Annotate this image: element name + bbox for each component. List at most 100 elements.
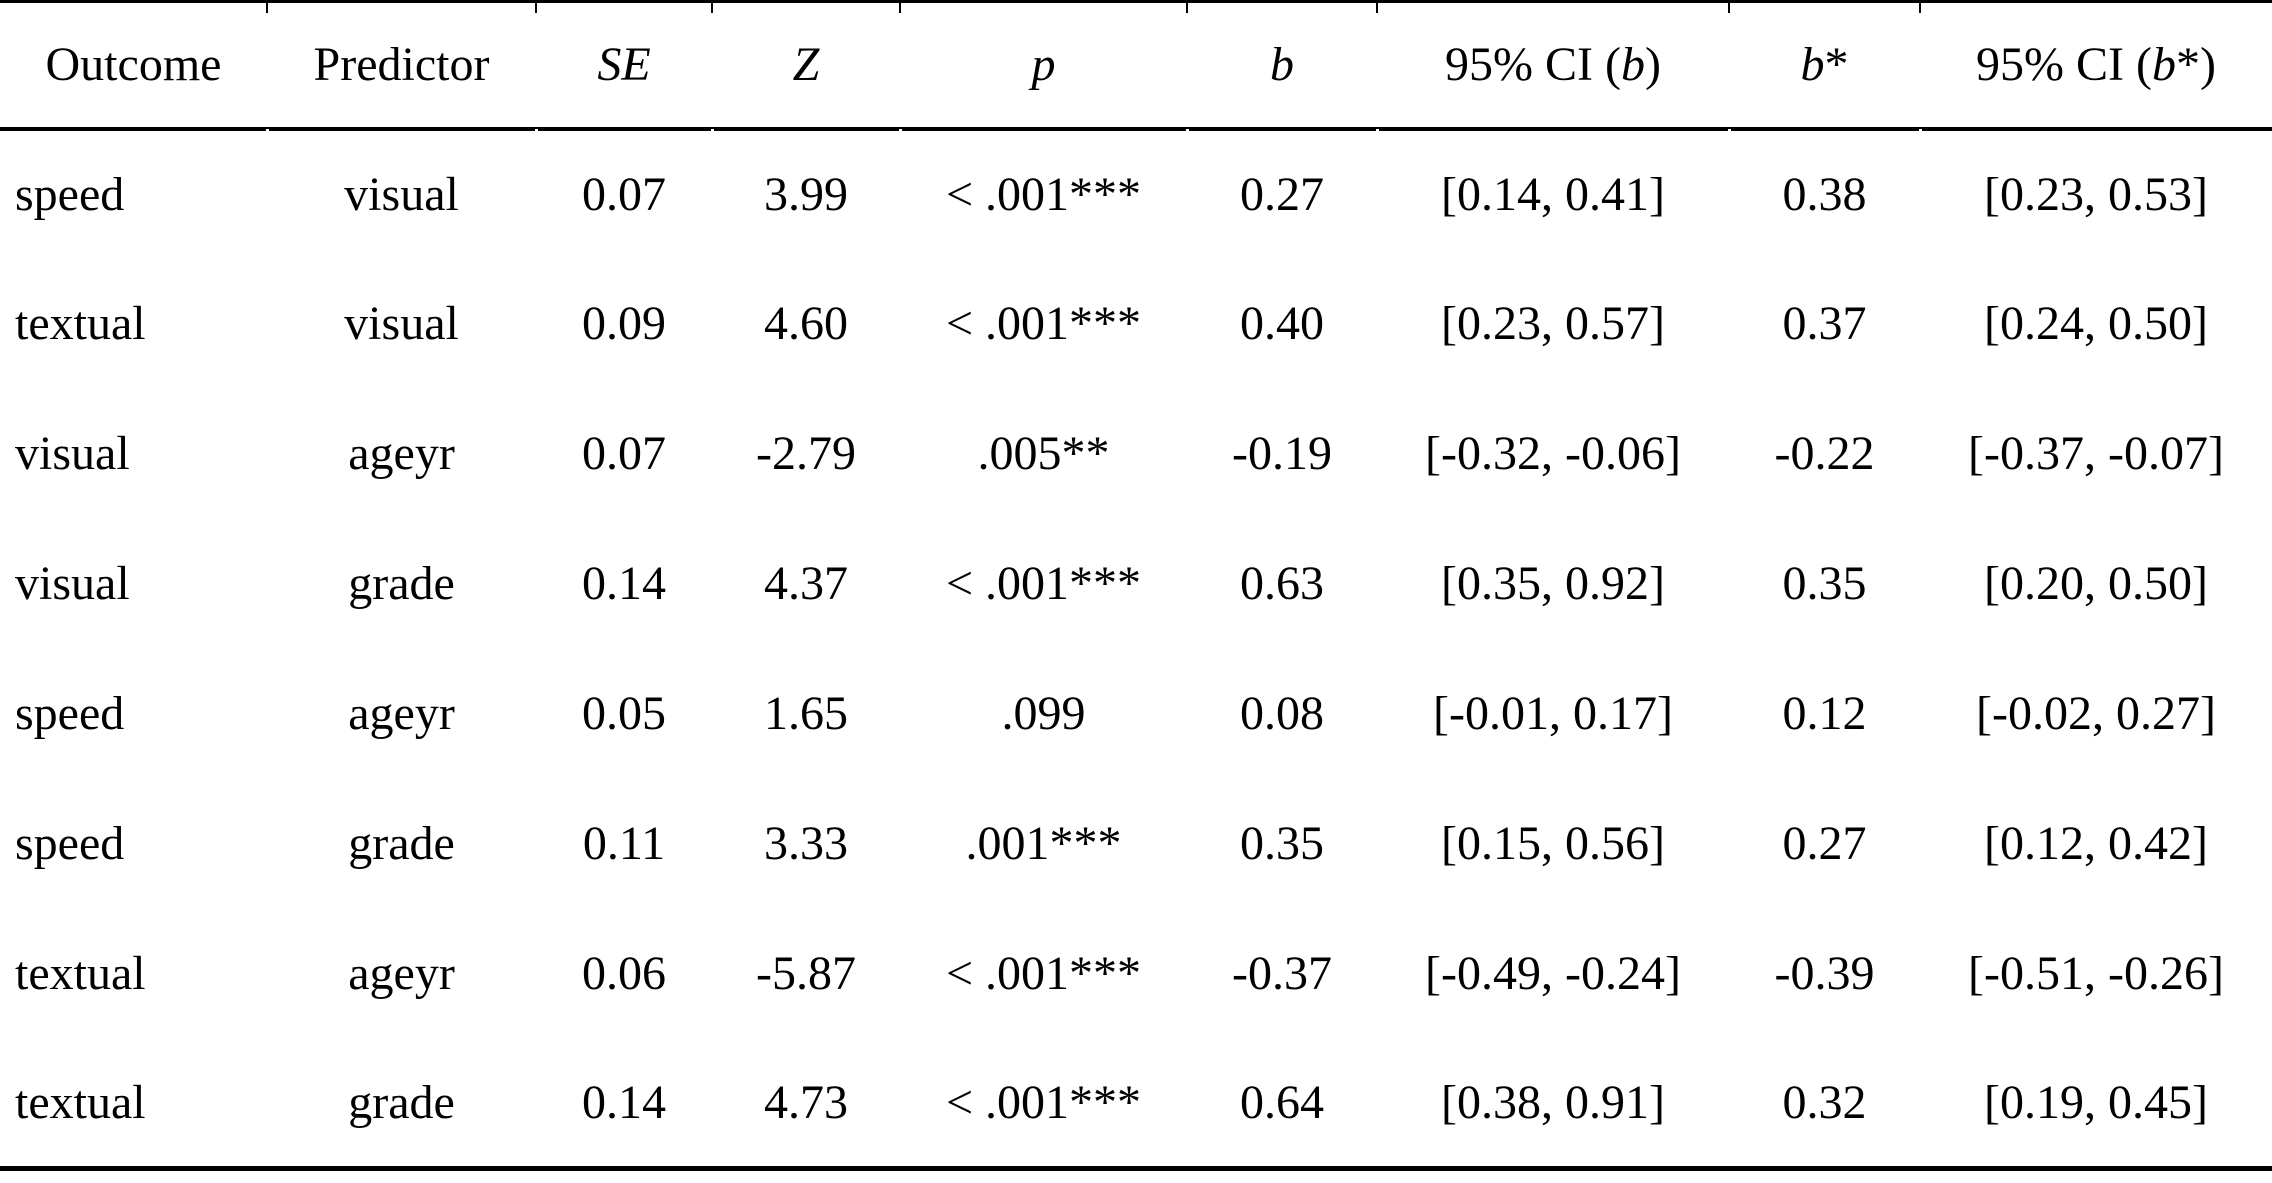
cell-outcome: speed bbox=[15, 168, 125, 221]
rule-notch bbox=[1919, 1172, 1922, 1180]
cell-b: -0.37 bbox=[1232, 947, 1332, 1000]
cell-z: 3.99 bbox=[764, 168, 848, 221]
rule-notch bbox=[1728, 1172, 1731, 1180]
cell-b-star: 0.27 bbox=[1782, 817, 1867, 870]
rule-notch bbox=[1186, 129, 1189, 136]
cell-p: < .001*** bbox=[945, 1075, 1142, 1129]
cell-outcome: visual bbox=[15, 427, 130, 480]
cell-b-star: 0.38 bbox=[1782, 168, 1867, 221]
rule-notch bbox=[1376, 129, 1379, 136]
cell-p: < .001*** bbox=[945, 947, 1142, 1000]
header-outcome: Outcome bbox=[45, 38, 222, 92]
rule-notch bbox=[1376, 1172, 1379, 1180]
cell-p: .005** bbox=[977, 427, 1110, 480]
cell-outcome: speed bbox=[15, 817, 125, 870]
cell-ci-b-star: [-0.51, -0.26] bbox=[1968, 947, 2224, 1000]
header-row: Outcome Predictor SE Z p b 95% CI (b) b*… bbox=[0, 2, 2272, 129]
cell-z: 4.37 bbox=[764, 557, 848, 610]
table-row: visual ageyr 0.07 -2.79 .005** -0.19 [-0… bbox=[0, 389, 2272, 519]
cell-b-star: 0.32 bbox=[1782, 1075, 1867, 1129]
rule-notch bbox=[899, 1172, 902, 1180]
column-divider-tick bbox=[899, 0, 901, 13]
cell-b: 0.40 bbox=[1240, 297, 1324, 350]
cell-ci-b-star: [0.19, 0.45] bbox=[1984, 1075, 2208, 1129]
rule-notch bbox=[535, 1172, 538, 1180]
cell-outcome: textual bbox=[15, 297, 146, 350]
column-divider-tick bbox=[266, 0, 268, 13]
cell-z: -2.79 bbox=[756, 427, 856, 480]
rule-notch bbox=[266, 129, 269, 136]
cell-ci-b: [0.15, 0.56] bbox=[1441, 817, 1665, 870]
cell-ci-b-star: [-0.37, -0.07] bbox=[1968, 427, 2224, 480]
cell-predictor: visual bbox=[344, 168, 459, 221]
rule-notch bbox=[711, 129, 714, 136]
cell-outcome: visual bbox=[15, 557, 130, 610]
cell-se: 0.06 bbox=[582, 947, 666, 1000]
cell-b: 0.27 bbox=[1240, 168, 1324, 221]
cell-z: -5.87 bbox=[756, 947, 856, 1000]
column-divider-tick bbox=[1186, 0, 1188, 13]
cell-ci-b: [-0.01, 0.17] bbox=[1433, 687, 1673, 740]
cell-ci-b-star: [-0.02, 0.27] bbox=[1976, 687, 2216, 740]
cell-ci-b: [-0.49, -0.24] bbox=[1425, 947, 1681, 1000]
cell-predictor: ageyr bbox=[348, 427, 455, 480]
header-se: SE bbox=[597, 38, 651, 92]
column-divider-tick bbox=[1376, 0, 1378, 13]
cell-z: 4.73 bbox=[764, 1075, 848, 1129]
header-ci-b-star: 95% CI (b*) bbox=[1976, 38, 2216, 92]
rule-notch bbox=[711, 1172, 714, 1180]
cell-se: 0.09 bbox=[582, 297, 666, 350]
cell-se: 0.14 bbox=[582, 1075, 666, 1129]
cell-z: 4.60 bbox=[764, 297, 848, 350]
cell-b-star: 0.37 bbox=[1782, 297, 1867, 350]
cell-b: 0.63 bbox=[1240, 557, 1324, 610]
cell-b-star: -0.22 bbox=[1774, 427, 1875, 480]
cell-ci-b-star: [0.23, 0.53] bbox=[1984, 168, 2208, 221]
cell-p: < .001*** bbox=[945, 168, 1142, 221]
table-row: visual grade 0.14 4.37 < .001*** 0.63 [0… bbox=[0, 519, 2272, 649]
table-row: textual ageyr 0.06 -5.87 < .001*** -0.37… bbox=[0, 909, 2272, 1039]
table-row: speed grade 0.11 3.33 .001*** 0.35 [0.15… bbox=[0, 779, 2272, 909]
rule-notch bbox=[1728, 129, 1731, 136]
header-ci-b: 95% CI (b) bbox=[1445, 38, 1661, 92]
cell-se: 0.07 bbox=[582, 427, 666, 480]
column-divider-tick bbox=[711, 0, 713, 13]
rule-notch bbox=[1186, 1172, 1189, 1180]
cell-se: 0.05 bbox=[582, 687, 666, 740]
cell-b-star: -0.39 bbox=[1774, 947, 1875, 1000]
cell-se: 0.14 bbox=[582, 557, 666, 610]
cell-ci-b-star: [0.24, 0.50] bbox=[1984, 297, 2208, 350]
table-row: textual grade 0.14 4.73 < .001*** 0.64 [… bbox=[0, 1039, 2272, 1169]
table-row: speed visual 0.07 3.99 < .001*** 0.27 [0… bbox=[0, 129, 2272, 259]
cell-z: 1.65 bbox=[764, 687, 848, 740]
cell-predictor: grade bbox=[348, 557, 455, 610]
header-b: b bbox=[1270, 38, 1294, 92]
header-z: Z bbox=[792, 38, 820, 92]
cell-predictor: grade bbox=[348, 817, 455, 870]
header-predictor: Predictor bbox=[313, 38, 490, 92]
rule-notch bbox=[266, 1172, 269, 1180]
cell-b: 0.08 bbox=[1240, 687, 1324, 740]
cell-ci-b: [0.35, 0.92] bbox=[1441, 557, 1665, 610]
cell-p: .001*** bbox=[965, 817, 1122, 870]
rule-notch bbox=[1919, 129, 1922, 136]
cell-predictor: ageyr bbox=[348, 947, 455, 1000]
cell-ci-b: [0.38, 0.91] bbox=[1441, 1075, 1665, 1129]
cell-ci-b-star: [0.20, 0.50] bbox=[1984, 557, 2208, 610]
header-p: p bbox=[1031, 38, 1056, 92]
cell-se: 0.11 bbox=[582, 817, 666, 870]
cell-outcome: speed bbox=[15, 687, 125, 740]
cell-ci-b-star: [0.12, 0.42] bbox=[1984, 817, 2208, 870]
cell-z: 3.33 bbox=[764, 817, 848, 870]
cell-b: 0.64 bbox=[1240, 1075, 1324, 1129]
cell-predictor: ageyr bbox=[348, 687, 455, 740]
cell-ci-b: [0.14, 0.41] bbox=[1441, 168, 1665, 221]
cell-p: .099 bbox=[1001, 687, 1086, 740]
cell-b: -0.19 bbox=[1232, 427, 1332, 480]
cell-predictor: visual bbox=[344, 297, 459, 350]
column-divider-tick bbox=[535, 0, 537, 13]
cell-p: < .001*** bbox=[945, 297, 1142, 350]
cell-predictor: grade bbox=[348, 1075, 455, 1129]
